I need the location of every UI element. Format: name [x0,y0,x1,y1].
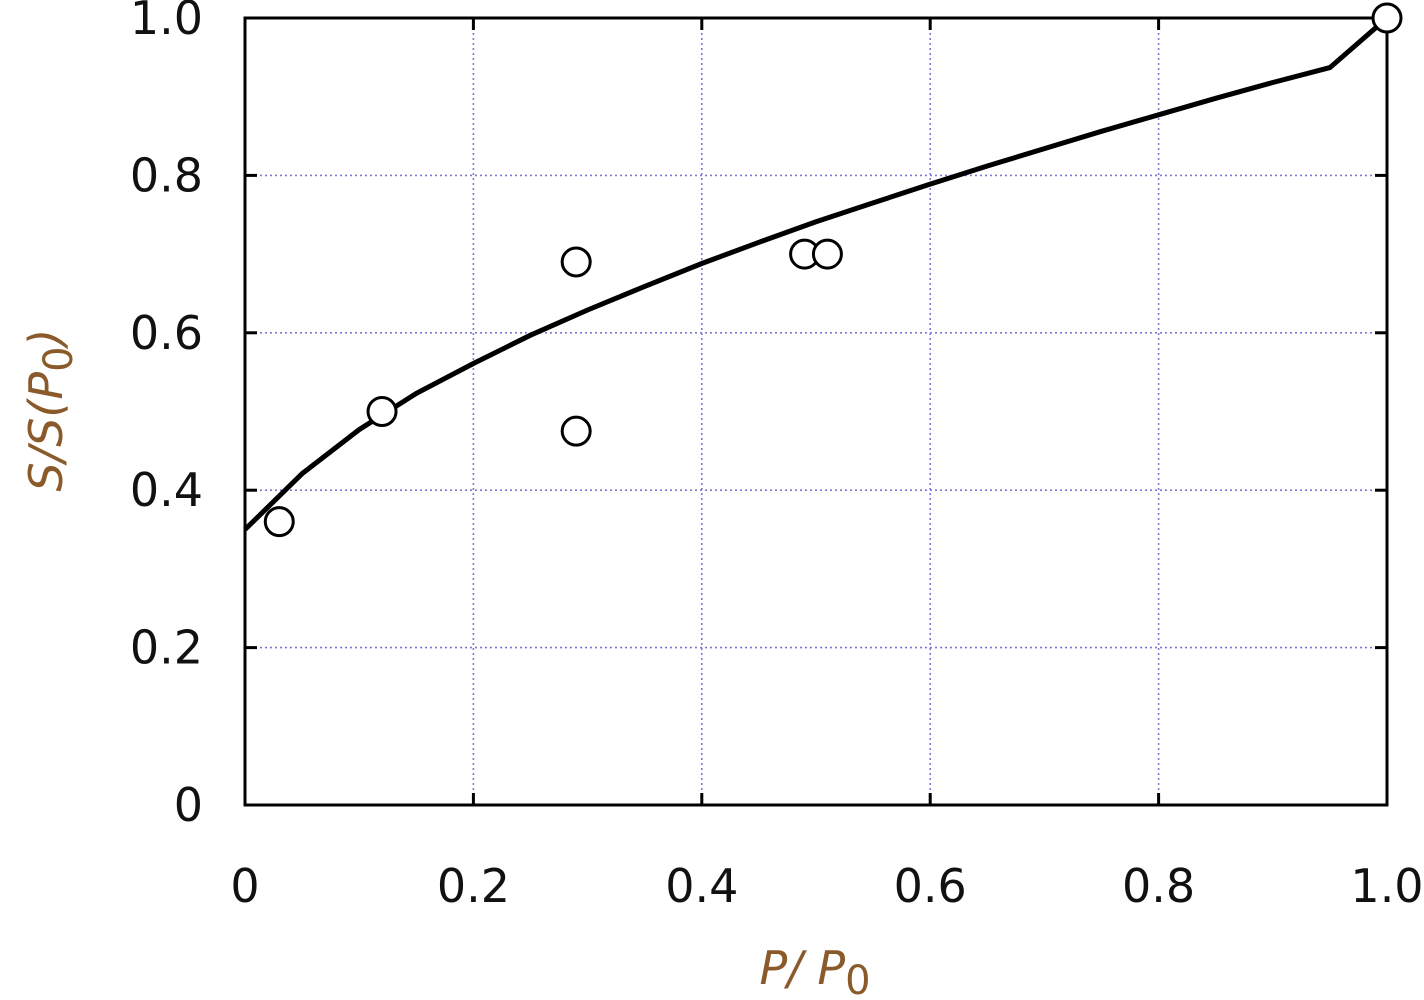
y-tick-label: 0.8 [130,148,203,202]
data-point [811,238,843,270]
x-tick-label: 1.0 [1350,859,1423,913]
y-axis-label: S/S(P0) [19,329,82,492]
y-tick-label: 0 [174,778,203,832]
y-tick-labels: 0 0.2 0.4 0.6 0.8 1.0 [130,0,203,832]
x-tick-label: 0.4 [665,859,738,913]
x-tick-label: 0.8 [1122,859,1195,913]
x-tick-label: 0.6 [894,859,967,913]
data-points [263,2,1403,538]
grid [245,18,1387,805]
ticks [243,16,1389,807]
data-point [1371,2,1403,34]
plot-frame [243,16,1389,807]
x-axis-label: P/ P0 [759,941,870,1000]
data-point [560,246,592,278]
y-tick-label: 1.0 [130,0,203,45]
y-tick-label: 0.6 [130,306,203,360]
x-tick-label: 0.2 [437,859,510,913]
x-tick-label: 0 [230,859,259,913]
y-tick-label: 0.4 [130,463,203,517]
data-point [263,506,295,538]
data-point [366,396,398,427]
fit-curve [243,16,1389,532]
x-tick-labels: 0 0.2 0.4 0.6 0.8 1.0 [230,859,1423,913]
y-tick-label: 0.2 [130,621,203,675]
data-point [560,415,592,447]
